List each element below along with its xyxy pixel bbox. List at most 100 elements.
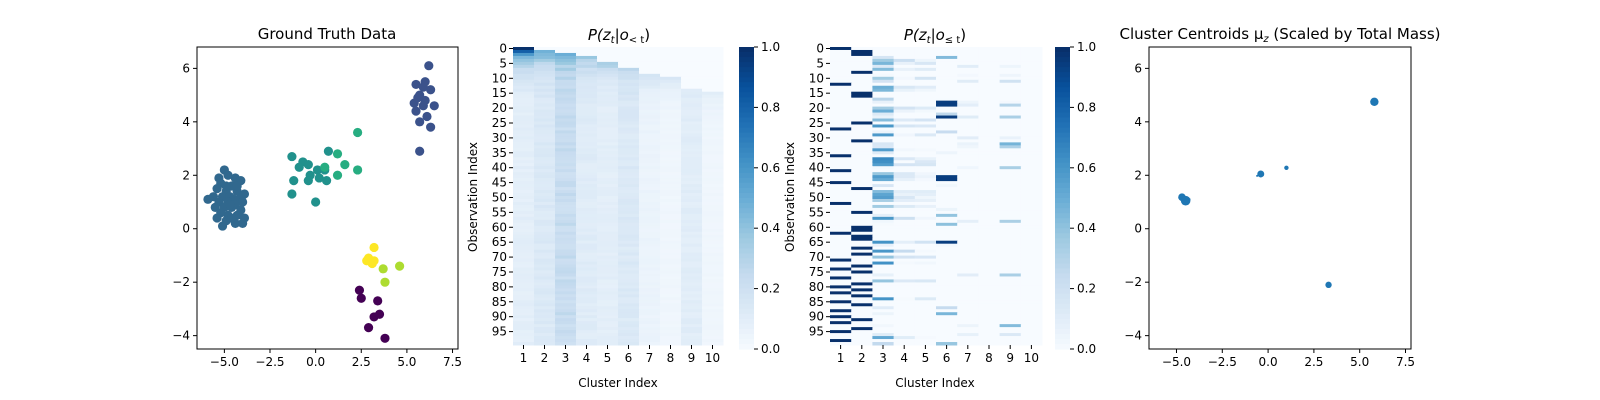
posterior-cell xyxy=(957,112,979,117)
posterior-xtick-label: 3 xyxy=(879,351,887,365)
posterior-cell xyxy=(978,342,1001,346)
posterior-cell xyxy=(1020,255,1043,260)
prior-cell xyxy=(639,243,661,248)
gt-point-cluster-2 xyxy=(232,181,242,191)
prior-cell xyxy=(639,285,661,289)
prior-cell xyxy=(660,112,682,117)
posterior-cell xyxy=(999,142,1022,146)
posterior-cell xyxy=(851,121,873,125)
posterior-cell xyxy=(893,127,916,131)
posterior-cell xyxy=(914,139,937,143)
prior-cell xyxy=(534,184,556,188)
posterior-cell xyxy=(978,309,1001,313)
prior-cell xyxy=(681,157,703,161)
posterior-cell xyxy=(830,67,852,72)
prior-cell xyxy=(702,79,724,84)
prior-cell xyxy=(702,106,724,111)
posterior-cell xyxy=(851,279,873,283)
prior-cell xyxy=(513,91,535,96)
prior-cell xyxy=(618,67,640,72)
prior-colorbar-step xyxy=(739,107,754,114)
prior-cell xyxy=(576,219,598,224)
prior-cell xyxy=(534,103,556,108)
gt-point-cluster-1 xyxy=(413,93,423,103)
prior-cell xyxy=(681,47,703,51)
posterior-cell xyxy=(914,315,937,319)
prior-cell xyxy=(555,142,577,146)
prior-cell xyxy=(534,169,556,173)
posterior-cell xyxy=(936,79,958,84)
prior-cell xyxy=(576,172,598,176)
prior-cell xyxy=(681,91,703,96)
prior-cell xyxy=(702,270,724,274)
posterior-cell xyxy=(936,246,958,251)
prior-cell xyxy=(681,118,703,122)
posterior-cell xyxy=(978,163,1001,167)
posterior-cell xyxy=(978,261,1001,266)
prior-ytick-label: 35 xyxy=(492,146,507,160)
prior-cell xyxy=(576,282,598,286)
prior-cell xyxy=(513,285,535,289)
prior-cell xyxy=(597,157,619,161)
posterior-cell xyxy=(851,160,873,164)
gt-point-cluster-4 xyxy=(332,149,343,159)
prior-cell xyxy=(576,115,598,120)
gt-point-cluster-2 xyxy=(225,200,235,210)
prior-cell xyxy=(660,76,682,81)
posterior-cell xyxy=(978,222,1001,227)
prior-cell xyxy=(513,58,535,63)
posterior-cell xyxy=(999,252,1022,257)
prior-cell xyxy=(639,294,661,298)
posterior-cell xyxy=(999,267,1022,271)
prior-cell xyxy=(681,315,703,319)
posterior-cell xyxy=(872,276,895,280)
posterior-cell xyxy=(1020,100,1043,105)
prior-cell xyxy=(576,160,598,164)
posterior-cell xyxy=(851,103,873,108)
posterior-cell xyxy=(872,318,895,322)
posterior-cell xyxy=(1020,297,1043,301)
posterior-cell xyxy=(872,258,895,263)
posterior-cell xyxy=(999,318,1022,322)
posterior-cell xyxy=(957,193,979,197)
posterior-cell xyxy=(893,264,916,269)
posterior-cell xyxy=(999,85,1022,90)
prior-cell xyxy=(597,139,619,143)
posterior-cell xyxy=(978,288,1001,292)
posterior-colorbar-step xyxy=(1055,228,1070,234)
posterior-cell xyxy=(1020,97,1043,102)
posterior-cell xyxy=(914,91,937,96)
posterior-cell xyxy=(830,210,852,215)
prior-cell xyxy=(555,91,577,96)
prior-cell xyxy=(576,204,598,209)
prior-cell xyxy=(576,306,598,310)
prior-cell xyxy=(639,154,661,158)
posterior-cell xyxy=(851,109,873,114)
posterior-cell xyxy=(872,201,895,206)
posterior-cell xyxy=(999,336,1022,340)
prior-cell xyxy=(702,76,724,81)
prior-cell xyxy=(681,115,703,120)
prior-cell xyxy=(639,97,661,102)
posterior-cell xyxy=(851,187,873,191)
posterior-cell xyxy=(893,282,916,286)
prior-cell xyxy=(597,264,619,269)
posterior-cell xyxy=(851,210,873,215)
prior-cell xyxy=(660,303,682,307)
posterior-cell xyxy=(851,181,873,185)
prior-cell xyxy=(576,216,598,221)
prior-cell xyxy=(639,151,661,155)
centroid-point xyxy=(1256,174,1259,177)
posterior-cell xyxy=(851,303,873,307)
posterior-cell xyxy=(1020,151,1043,155)
prior-cell xyxy=(513,222,535,227)
posterior-ytick-label: 70 xyxy=(809,250,824,264)
posterior-cell xyxy=(936,264,958,269)
prior-cell xyxy=(702,315,724,319)
posterior-cell xyxy=(999,300,1022,304)
posterior-cell xyxy=(1020,273,1043,277)
posterior-cell xyxy=(872,237,895,242)
prior-colorbar-step xyxy=(739,248,754,254)
posterior-cell xyxy=(830,324,852,328)
posterior-cell xyxy=(978,64,1001,69)
